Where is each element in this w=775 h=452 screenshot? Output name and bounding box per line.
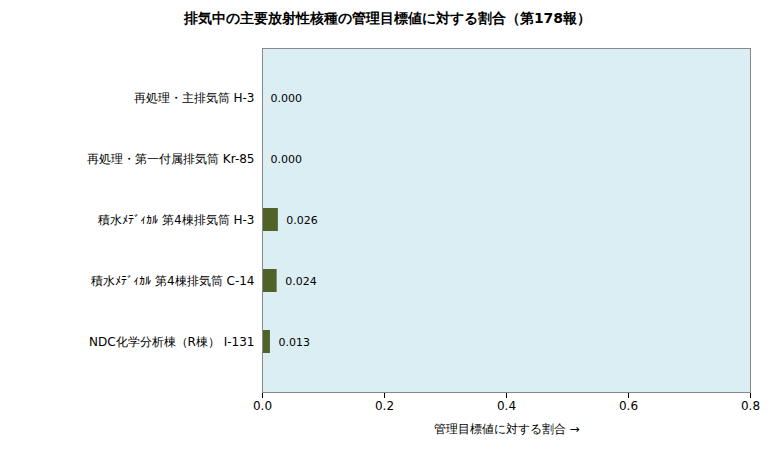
svg-text:0.2: 0.2	[375, 399, 394, 413]
svg-text:積水ﾒﾃﾞｨｶﾙ 第4棟排気筒 C-14: 積水ﾒﾃﾞｨｶﾙ 第4棟排気筒 C-14	[91, 274, 254, 288]
svg-text:0.8: 0.8	[741, 399, 760, 413]
svg-text:積水ﾒﾃﾞｨｶﾙ 第4棟排気筒 H-3: 積水ﾒﾃﾞｨｶﾙ 第4棟排気筒 H-3	[98, 213, 254, 227]
svg-text:0.026: 0.026	[286, 214, 318, 227]
svg-text:管理目標値に対する割合 →: 管理目標値に対する割合 →	[434, 422, 580, 436]
svg-text:0.4: 0.4	[497, 399, 516, 413]
svg-text:0.0: 0.0	[253, 399, 272, 413]
svg-text:0.000: 0.000	[271, 153, 303, 166]
svg-text:NDC化学分析棟（R棟） I-131: NDC化学分析棟（R棟） I-131	[89, 335, 255, 349]
svg-text:再処理・第一付属排気筒 Kr-85: 再処理・第一付属排気筒 Kr-85	[87, 152, 254, 166]
svg-text:0.000: 0.000	[271, 92, 303, 105]
svg-text:0.024: 0.024	[285, 275, 317, 288]
svg-text:再処理・主排気筒 H-3: 再処理・主排気筒 H-3	[134, 91, 255, 105]
html-text:排気中の主要放射性核種の管理目標値に対する割合（第178報）: 排気中の主要放射性核種の管理目標値に対する割合（第178報）	[183, 10, 592, 26]
svg-text:0.6: 0.6	[619, 399, 638, 413]
svg-text:0.013: 0.013	[278, 336, 310, 349]
